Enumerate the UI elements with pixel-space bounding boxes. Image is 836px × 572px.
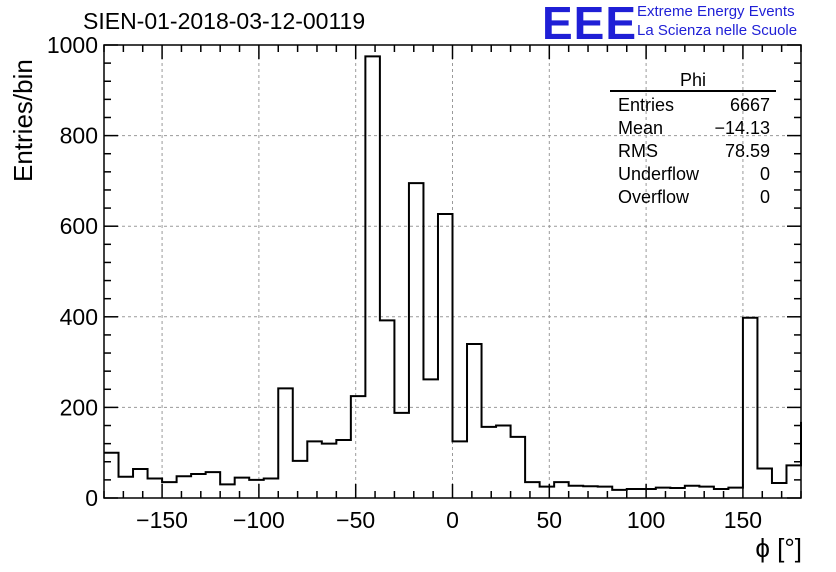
x-tick-label: −150 [136,507,188,533]
histogram-bin [119,477,134,498]
histogram-bin [235,478,250,498]
logo-line-2: La Scienza nelle Scuole [637,22,798,39]
histogram-bin [307,441,322,498]
histogram-bin [104,453,119,498]
stats-label: Mean [618,118,664,138]
x-tick-label: 150 [724,507,762,533]
histogram-bin [670,488,685,498]
x-tick-label: 100 [627,507,665,533]
histogram-bin [177,476,192,498]
stats-row-rms: RMS 78.59 [610,140,776,163]
y-tick-label: 600 [60,213,98,239]
histogram-bin [757,469,772,498]
stats-row-entries: Entries 6667 [610,94,776,117]
stats-row-overflow: Overflow 0 [610,186,776,209]
histogram-outline [104,55,802,491]
histogram-bin [423,379,438,498]
histogram-bin [365,56,380,498]
y-tick-label: 800 [60,123,98,149]
logo-line-1: Extreme Energy Events [637,3,795,20]
histogram-bin [438,214,453,498]
histogram-bin [656,488,671,498]
histogram-bin [453,441,468,498]
histogram-bin [380,320,395,498]
histogram-bin [786,465,801,498]
y-tick-label: 400 [60,304,98,330]
histogram-bin [191,474,206,498]
histogram-bin [714,489,729,498]
stats-label: RMS [618,141,658,161]
histogram-bin [496,426,511,498]
histogram-bin [351,396,366,498]
x-tick-label: −100 [233,507,285,533]
histogram-bin [133,469,148,498]
x-tick-label: 0 [446,507,459,533]
histogram-bin [598,487,613,498]
stats-label: Overflow [618,187,690,207]
stats-value: 0 [759,164,770,184]
stats-value: 78.59 [724,141,770,161]
histogram-bin [206,472,221,498]
histogram-bin [322,444,337,498]
histogram-bin [249,480,264,498]
histogram-bin [482,427,497,498]
histogram-bin [772,483,787,498]
x-axis-label: ϕ [°] [755,533,802,563]
y-tick-label: 0 [85,485,98,511]
axis-ticks [103,44,802,499]
histogram-bin [728,488,743,498]
histogram-bin [641,489,656,498]
histogram-bin [264,479,279,498]
histogram-bin [569,486,584,498]
histogram-bin [525,482,540,498]
histogram-bin [627,489,642,498]
chart-title: SIEN-01-2018-03-12-00119 [83,8,366,34]
x-tick-label: 50 [537,507,563,533]
histogram-bin [162,482,177,498]
eee-logo-text: Extreme Energy Events La Scienza nelle S… [637,2,797,40]
histogram-bin [699,487,714,498]
histogram-bin [148,479,163,498]
histogram-bin [293,461,308,498]
stats-row-mean: Mean −14.13 [610,117,776,140]
stats-value: −14.13 [714,118,770,138]
histogram-bin [394,413,409,498]
eee-logo: EEE [542,0,638,49]
histogram-bin [743,318,758,498]
histogram-bin [409,183,424,498]
histogram-bin [612,490,627,498]
histogram-bin [554,482,569,498]
stats-row-underflow: Underflow 0 [610,163,776,186]
histogram-bin [278,388,293,498]
histogram-bin [583,486,598,498]
histogram-bin [540,487,555,498]
stats-value: 0 [759,187,770,207]
y-axis-label: Entries/bin [8,59,38,182]
histogram-bin [467,344,482,498]
axis-tick-labels: −150 −100 −50 0 50 100 150 0 200 400 600 800 1000 [47,32,762,533]
stats-box: Phi Entries 6667 Mean −14.13 RMS 78.59 Unde… [610,70,776,209]
stats-title: Phi [610,70,776,92]
histogram-bin [220,484,235,498]
histogram-bars [104,55,802,498]
stats-label: Underflow [618,164,700,184]
y-tick-label: 200 [60,394,98,420]
y-tick-label: 1000 [47,32,98,58]
histogram-bin [685,486,700,498]
histogram-bin [511,437,526,498]
x-tick-label: −50 [336,507,375,533]
stats-label: Entries [618,95,675,115]
stats-value: 6667 [729,95,770,115]
histogram-bin [336,440,351,498]
